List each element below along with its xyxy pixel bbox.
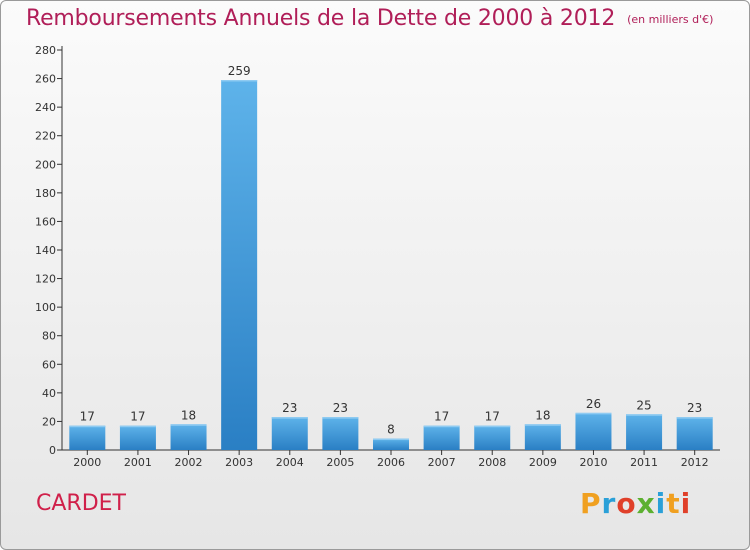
data-label: 23: [333, 401, 348, 415]
logo-letter: i: [680, 487, 692, 520]
logo-letter: o: [616, 487, 637, 520]
x-tick-label: 2007: [428, 456, 456, 469]
data-label: 17: [485, 410, 500, 424]
bar: [119, 425, 156, 450]
bar: [322, 417, 359, 450]
data-label: 18: [181, 408, 196, 422]
logo-letter: r: [601, 487, 617, 520]
bar: [524, 424, 561, 450]
x-tick-label: 2001: [124, 456, 152, 469]
bar: [373, 438, 409, 450]
y-tick-label: 220: [35, 130, 56, 143]
data-label: 18: [535, 408, 550, 422]
y-tick-label: 260: [35, 73, 56, 86]
y-tick-label: 0: [49, 444, 56, 457]
bar: [423, 425, 460, 450]
logo-letter: P: [580, 487, 602, 520]
x-tick-label: 2004: [276, 456, 304, 469]
bar-highlight: [676, 417, 713, 419]
chart-header: Remboursements Annuels de la Dette de 20…: [26, 6, 713, 31]
bar-highlight: [322, 417, 359, 419]
data-labels-group: 17 17 18 259 23 23 8 17 17 18 26 25 23: [80, 64, 703, 437]
bar-highlight: [221, 80, 258, 82]
x-axis: 2000 2001 2002 2003 2004 2005 2006 2007 2008 2009…: [62, 449, 720, 469]
chart-title: Remboursements Annuels de la Dette de 20…: [26, 6, 616, 31]
x-tick-label: 2003: [225, 456, 253, 469]
y-tick-label: 180: [35, 187, 56, 200]
bar-highlight: [119, 425, 156, 428]
x-tick-label: 2002: [175, 456, 203, 469]
data-label: 17: [434, 410, 449, 424]
bar-highlight: [170, 424, 207, 426]
chart-subtitle: (en milliers d'€): [627, 13, 714, 26]
bar: [271, 417, 308, 450]
data-label: 17: [130, 410, 145, 424]
proxiti-logo[interactable]: Proxiti: [580, 487, 691, 520]
y-tick-label: 40: [42, 387, 56, 400]
x-tick-label: 2008: [478, 456, 506, 469]
x-tick-label: 2011: [630, 456, 658, 469]
bar-highlight: [626, 414, 663, 416]
commune-name: CARDET: [36, 491, 126, 516]
y-tick-label: 60: [42, 358, 56, 371]
bar: [170, 424, 207, 450]
bar-highlight: [524, 424, 561, 426]
data-label: 259: [228, 64, 251, 78]
y-tick-label: 280: [35, 44, 56, 57]
bar: [221, 80, 258, 450]
y-axis: 0 20 40 60 80 100 120 140 160 180 200 220 240 260 280: [35, 44, 63, 457]
bar-highlight: [69, 425, 106, 428]
y-tick-label: 200: [35, 158, 56, 171]
data-label: 17: [80, 410, 95, 424]
data-label: 25: [636, 398, 651, 412]
logo-letter: i: [655, 487, 667, 520]
bar: [69, 425, 106, 450]
x-tick-label: 2009: [529, 456, 557, 469]
logo-letter: x: [636, 487, 656, 520]
bar: [676, 417, 713, 450]
logo-letter: t: [666, 487, 681, 520]
x-tick-label: 2006: [377, 456, 405, 469]
y-tick-label: 160: [35, 215, 56, 228]
x-tick-label: 2010: [579, 456, 607, 469]
data-label: 23: [282, 401, 297, 415]
bar: [474, 425, 511, 450]
bar-highlight: [423, 425, 460, 428]
x-tick-label: 2012: [681, 456, 709, 469]
y-tick-label: 100: [35, 301, 56, 314]
bars-group: [69, 80, 713, 450]
y-tick-label: 140: [35, 244, 56, 257]
x-tick-label: 2000: [73, 456, 101, 469]
y-tick-label: 80: [42, 330, 56, 343]
bar-highlight: [575, 412, 612, 415]
bar-highlight: [373, 438, 409, 441]
data-label: 23: [687, 401, 702, 415]
bar: [575, 412, 612, 450]
x-tick-label: 2005: [326, 456, 354, 469]
data-label: 26: [586, 397, 601, 411]
data-label: 8: [387, 423, 395, 437]
y-tick-label: 120: [35, 273, 56, 286]
bar-highlight: [474, 425, 511, 428]
bar-highlight: [271, 417, 308, 419]
y-tick-label: 20: [42, 415, 56, 428]
y-tick-label: 240: [35, 101, 56, 114]
bar: [626, 414, 663, 450]
